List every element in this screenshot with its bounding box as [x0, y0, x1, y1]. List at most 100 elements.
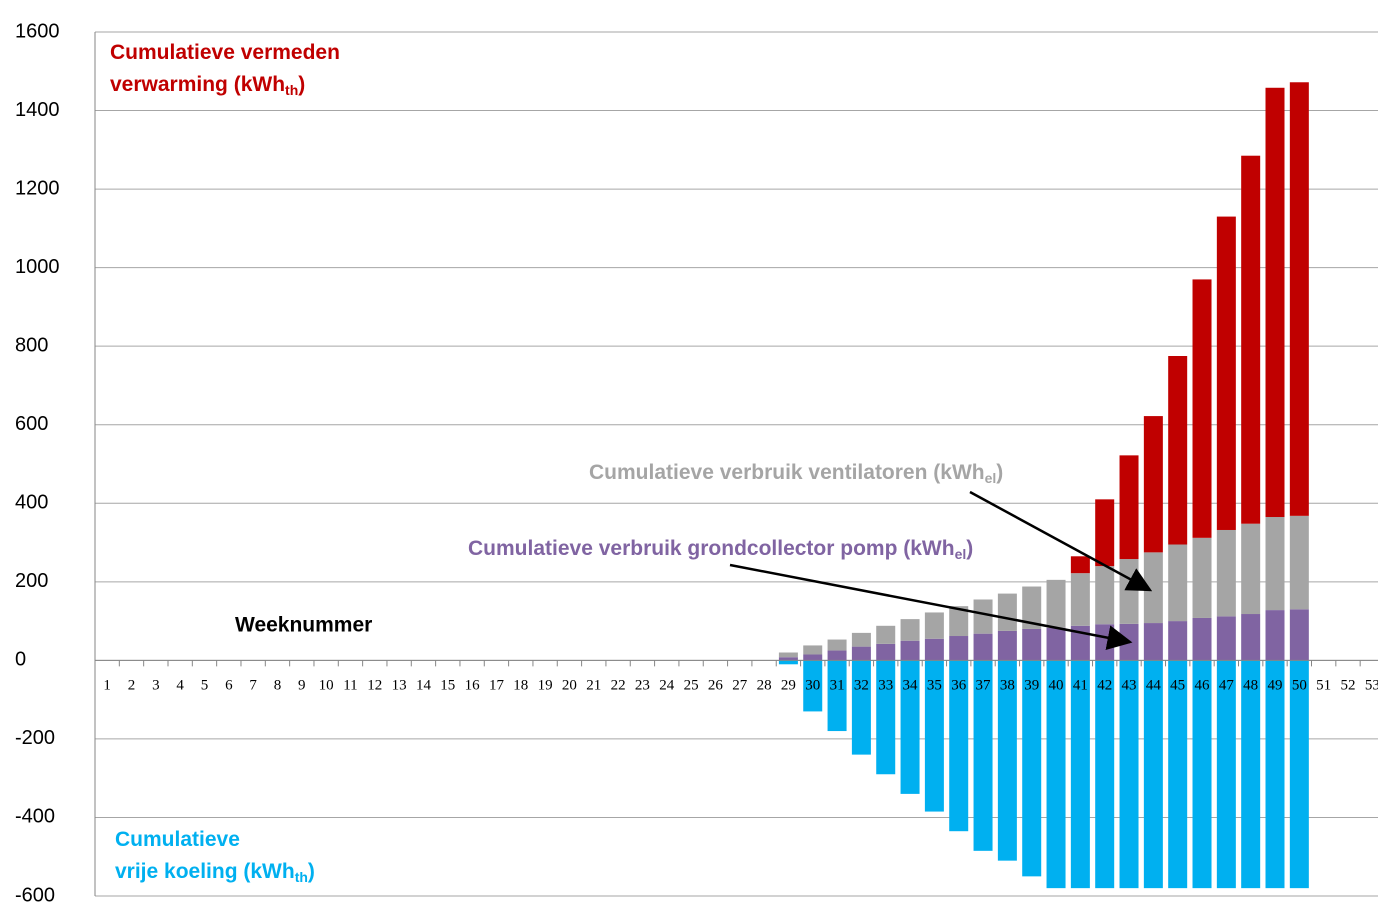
series-label: Cumulatieve: [115, 828, 240, 851]
bar: [1241, 523, 1261, 615]
bar: [1046, 579, 1066, 628]
bar: [949, 660, 969, 832]
x-tick-label: 14: [416, 677, 432, 693]
y-tick-label: -600: [15, 884, 55, 906]
x-tick-label: 21: [586, 677, 601, 693]
bar: [1265, 660, 1285, 889]
x-tick-label: 1: [103, 677, 111, 693]
y-tick-label: 1200: [15, 177, 60, 199]
bar: [1192, 537, 1212, 618]
bar: [1192, 279, 1212, 538]
bar: [803, 645, 823, 655]
bar: [1143, 623, 1163, 661]
x-tick-label: 16: [465, 677, 481, 693]
series-label-part: Cumulatieve verbruik grondcollector pomp…: [468, 537, 955, 560]
x-tick-label: 24: [659, 677, 675, 693]
bar: [900, 660, 920, 794]
series-label-part: th: [295, 869, 308, 885]
x-tick-label: 41: [1073, 677, 1088, 693]
bar: [851, 632, 871, 647]
bar: [900, 619, 920, 641]
bar: [1265, 610, 1285, 661]
series-label-part: verwarming (kWh: [110, 73, 285, 96]
x-tick-label: 38: [1000, 677, 1015, 693]
bar: [1022, 586, 1042, 629]
x-tick-label: 27: [732, 677, 748, 693]
bar: [1216, 616, 1236, 661]
x-tick-label: 50: [1292, 677, 1307, 693]
series-label: Cumulatieve verbruik ventilatoren (kWhel…: [589, 461, 1003, 486]
x-tick-label: 32: [854, 677, 869, 693]
bar: [1046, 660, 1066, 889]
bar: [924, 660, 944, 812]
y-tick-label: 200: [15, 570, 48, 592]
x-tick-label: 25: [684, 677, 699, 693]
x-tick-label: 45: [1170, 677, 1185, 693]
x-tick-label: 39: [1024, 677, 1039, 693]
bar: [1095, 566, 1115, 625]
bar: [997, 660, 1017, 861]
y-tick-label: 400: [15, 492, 48, 514]
bar: [900, 640, 920, 661]
bar: [1168, 660, 1188, 889]
bar: [1216, 529, 1236, 617]
bar: [876, 660, 896, 775]
bar: [949, 606, 969, 637]
bar: [1216, 216, 1236, 530]
bar: [1070, 573, 1090, 626]
bar: [1192, 617, 1212, 661]
bar: [1241, 614, 1261, 661]
bar: [803, 660, 823, 712]
y-tick-label: -400: [15, 806, 55, 828]
y-tick-label: 600: [15, 413, 48, 435]
bar: [778, 657, 798, 661]
y-tick-label: 1000: [15, 256, 60, 278]
x-axis-label: Weeknummer: [235, 614, 372, 637]
bar: [1070, 660, 1090, 889]
x-tick-label: 46: [1195, 677, 1211, 693]
bar: [1289, 82, 1309, 516]
x-tick-label: 42: [1097, 677, 1112, 693]
x-tick-label: 23: [635, 677, 650, 693]
bar: [851, 646, 871, 661]
x-tick-label: 7: [249, 677, 257, 693]
x-tick-label: 53: [1365, 677, 1378, 693]
series-label-part: ): [308, 860, 315, 883]
series-label-part: vrije koeling (kWh: [115, 860, 295, 883]
bar: [1265, 517, 1285, 611]
bar: [1265, 87, 1285, 518]
bar: [1119, 559, 1139, 624]
x-tick-label: 28: [757, 677, 772, 693]
x-tick-label: 12: [367, 677, 382, 693]
x-tick-label: 10: [319, 677, 334, 693]
x-tick-label: 22: [611, 677, 626, 693]
bar: [827, 639, 847, 651]
x-tick-label: 18: [513, 677, 528, 693]
x-tick-label: 40: [1049, 677, 1064, 693]
x-tick-label: 31: [830, 677, 845, 693]
x-tick-label: 36: [951, 677, 967, 693]
bar: [778, 652, 798, 658]
x-tick-label: 29: [781, 677, 796, 693]
x-tick-label: 26: [708, 677, 724, 693]
series-label-part: Cumulatieve vermeden: [110, 41, 340, 64]
x-tick-label: 52: [1340, 677, 1355, 693]
series-label: verwarming (kWhth): [110, 73, 305, 98]
bar: [1119, 660, 1139, 889]
bar: [1289, 660, 1309, 889]
bar: [1168, 544, 1188, 622]
bar: [973, 599, 993, 634]
bar: [1095, 499, 1115, 567]
y-tick-label: 800: [15, 334, 48, 356]
series-label: vrije koeling (kWhth): [115, 860, 315, 885]
bar: [803, 654, 823, 661]
x-tick-label: 51: [1316, 677, 1331, 693]
x-tick-label: 2: [128, 677, 136, 693]
x-tick-label: 44: [1146, 677, 1162, 693]
x-tick-label: 43: [1122, 677, 1137, 693]
bar: [851, 660, 871, 755]
bar: [1143, 416, 1163, 553]
bar: [924, 612, 944, 639]
bar: [827, 660, 847, 732]
x-tick-label: 30: [805, 677, 820, 693]
